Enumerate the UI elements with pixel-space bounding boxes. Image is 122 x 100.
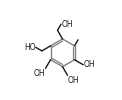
Text: OH: OH xyxy=(61,20,73,29)
Text: OH: OH xyxy=(68,76,79,85)
Text: OH: OH xyxy=(84,60,95,69)
Text: OH: OH xyxy=(34,69,45,78)
Text: HO: HO xyxy=(24,43,35,52)
